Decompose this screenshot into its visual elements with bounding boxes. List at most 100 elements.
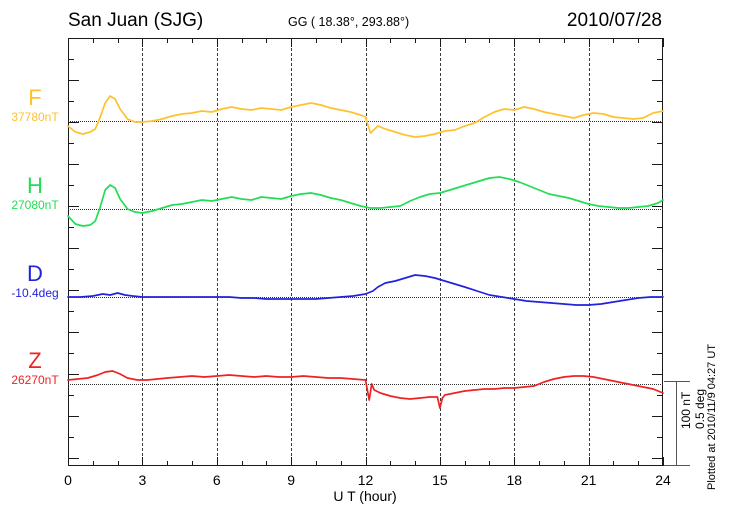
magnetogram-plot xyxy=(67,38,664,466)
y-tick-left-10 xyxy=(68,248,79,249)
trace-baseline-value-D: -10.4deg xyxy=(11,286,59,300)
y-tick-right-10 xyxy=(652,248,663,249)
gridline-hour-3 xyxy=(142,38,144,466)
y-tick-right-15 xyxy=(657,353,663,354)
x-tick-22 xyxy=(613,38,615,43)
trace-symbol-D: D xyxy=(27,261,43,286)
x-tick-19 xyxy=(539,38,541,43)
x-tick-1 xyxy=(92,38,94,43)
y-tick-right-16 xyxy=(652,374,663,375)
x-label-3: 3 xyxy=(138,472,147,488)
x-tick-16 xyxy=(464,38,466,43)
y-tick-left-19 xyxy=(68,437,74,438)
y-tick-right-6 xyxy=(652,164,663,165)
gridline-hour-12 xyxy=(365,38,367,466)
x-label-18: 18 xyxy=(506,472,523,488)
trace-baseline-value-Z: 26270nT xyxy=(11,373,59,387)
scale-bar-line xyxy=(676,381,677,465)
y-tick-left-12 xyxy=(68,290,79,291)
y-tick-left-4 xyxy=(68,122,79,123)
x-tick-10 xyxy=(315,38,317,43)
y-tick-left-6 xyxy=(68,164,79,165)
x-tick-3 xyxy=(142,38,144,47)
x-tick-10 xyxy=(315,461,317,466)
y-tick-left-20 xyxy=(68,458,79,459)
y-tick-left-1 xyxy=(68,59,74,60)
y-tick-right-19 xyxy=(657,437,663,438)
x-tick-0 xyxy=(68,38,69,47)
x-label-0: 0 xyxy=(64,472,72,488)
trace-H xyxy=(67,176,664,227)
x-tick-7 xyxy=(241,38,243,43)
x-tick-24 xyxy=(663,457,664,466)
y-tick-right-11 xyxy=(657,269,663,270)
x-tick-5 xyxy=(191,461,193,466)
y-tick-right-4 xyxy=(652,122,663,123)
x-tick-6 xyxy=(216,457,218,466)
x-label-6: 6 xyxy=(212,472,221,488)
x-label-21: 21 xyxy=(580,472,597,488)
x-tick-18 xyxy=(514,38,516,47)
trace-baseline-value-H: 27080nT xyxy=(11,198,59,212)
x-tick-0 xyxy=(68,457,69,466)
x-tick-20 xyxy=(563,461,565,466)
x-tick-12 xyxy=(365,457,367,466)
x-tick-13 xyxy=(390,461,392,466)
scale-bar-cap-top xyxy=(664,381,690,382)
x-label-24: 24 xyxy=(655,472,671,488)
x-label-12: 12 xyxy=(357,472,374,488)
x-tick-24 xyxy=(663,38,664,47)
x-tick-17 xyxy=(489,38,491,43)
trace-baseline-value-F: 37780nT xyxy=(11,110,59,124)
x-tick-4 xyxy=(167,461,169,466)
observation-date: 2010/07/28 xyxy=(566,10,662,31)
x-tick-23 xyxy=(638,38,640,43)
y-tick-right-18 xyxy=(652,416,663,417)
x-tick-8 xyxy=(266,38,268,43)
trace-label-H: H 27080nT xyxy=(6,175,64,213)
gridline-hour-9 xyxy=(291,38,293,466)
baseline-H xyxy=(68,209,663,210)
y-tick-left-5 xyxy=(68,143,74,144)
x-tick-11 xyxy=(340,461,342,466)
y-tick-right-14 xyxy=(652,332,663,333)
y-tick-left-11 xyxy=(68,269,74,270)
station-title: San Juan (SJG) xyxy=(68,10,204,31)
y-tick-right-9 xyxy=(657,227,663,228)
y-tick-left-17 xyxy=(68,395,74,396)
x-tick-14 xyxy=(415,461,417,466)
x-tick-11 xyxy=(340,38,342,43)
x-tick-17 xyxy=(489,461,491,466)
y-tick-left-15 xyxy=(68,353,74,354)
x-axis-title: U T (hour) xyxy=(333,488,397,504)
trace-symbol-H: H xyxy=(27,173,43,198)
x-tick-16 xyxy=(464,461,466,466)
x-tick-3 xyxy=(142,457,144,466)
x-tick-18 xyxy=(514,457,516,466)
trace-label-F: F 37780nT xyxy=(6,87,64,125)
x-tick-8 xyxy=(266,461,268,466)
y-tick-right-7 xyxy=(657,185,663,186)
x-tick-14 xyxy=(415,38,417,43)
x-tick-1 xyxy=(92,461,94,466)
x-tick-7 xyxy=(241,461,243,466)
trace-F xyxy=(67,95,664,138)
baseline-F xyxy=(68,121,663,122)
y-tick-left-16 xyxy=(68,374,79,375)
y-tick-left-13 xyxy=(68,311,74,312)
x-tick-5 xyxy=(191,38,193,43)
gridline-hour-21 xyxy=(588,38,590,466)
trace-symbol-F: F xyxy=(28,85,42,110)
trace-label-Z: Z 26270nT xyxy=(6,350,64,388)
x-tick-21 xyxy=(588,38,590,47)
gridline-hour-15 xyxy=(439,38,441,466)
y-tick-left-2 xyxy=(68,80,79,81)
y-tick-right-3 xyxy=(657,101,663,102)
x-label-9: 9 xyxy=(287,472,296,488)
y-tick-right-12 xyxy=(652,290,663,291)
x-tick-2 xyxy=(117,461,119,466)
x-tick-2 xyxy=(117,38,119,43)
x-tick-23 xyxy=(638,461,640,466)
y-tick-right-1 xyxy=(657,59,663,60)
y-tick-left-8 xyxy=(68,206,79,207)
